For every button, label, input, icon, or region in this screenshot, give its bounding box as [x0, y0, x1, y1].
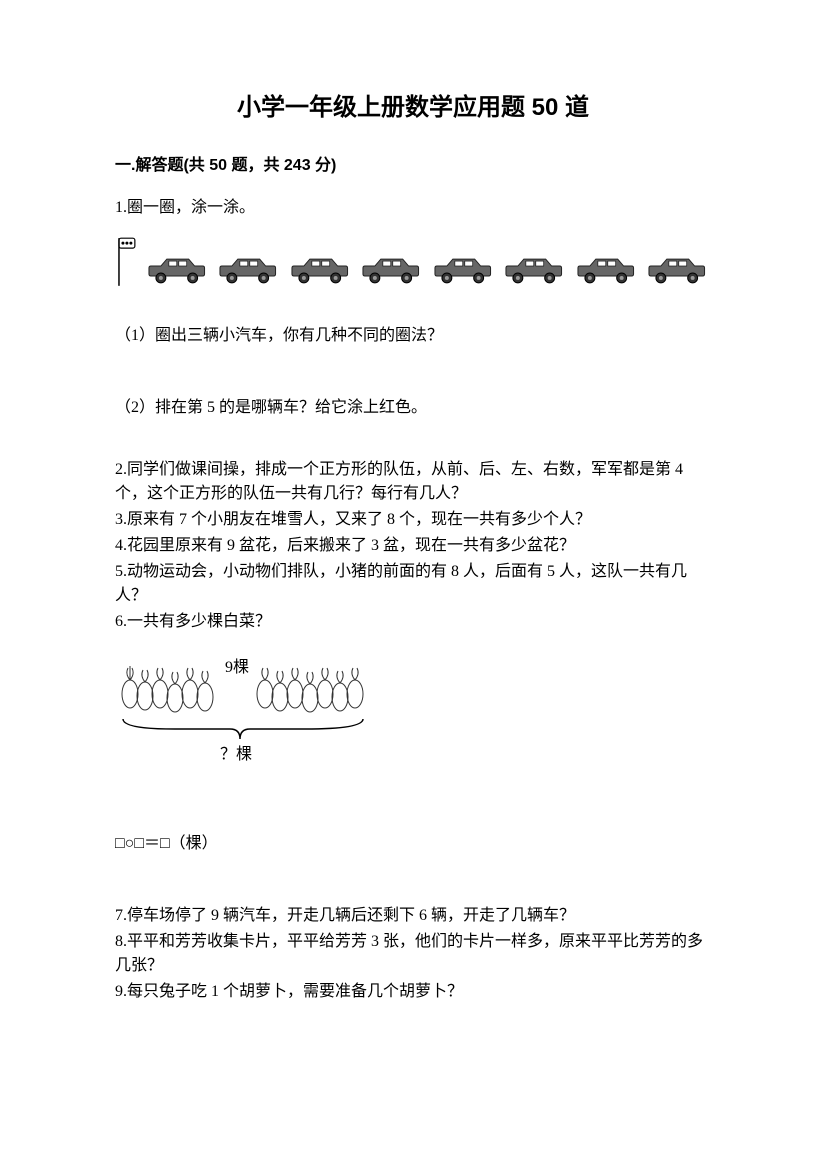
question-6: 6.一共有多少棵白菜？ [115, 610, 711, 634]
car-icon [286, 254, 354, 286]
car-icon [643, 254, 711, 286]
cars-illustration [115, 236, 711, 286]
cabbage-illustration: 9棵 ？棵 [115, 636, 711, 812]
question-1: 1.圈一圈，涂一涂。 [115, 196, 711, 420]
car-icon [214, 254, 282, 286]
question-9: 9.每只兔子吃 1 个胡萝卜，需要准备几个胡萝卜？ [115, 980, 711, 1004]
car-icon [500, 254, 568, 286]
page-title: 小学一年级上册数学应用题 50 道 [115, 90, 711, 126]
car-icon [357, 254, 425, 286]
question-8: 8.平平和芳芳收集卡片，平平给芳芳 3 张，他们的卡片一样多，原来平平比芳芳的多… [115, 930, 711, 978]
cabbage-diagram-icon: 9棵 ？棵 [115, 654, 375, 774]
q1-sub1: （1）圈出三辆小汽车，你有几种不同的圈法？ [115, 324, 711, 348]
car-icon [572, 254, 640, 286]
section-heading: 一.解答题(共 50 题，共 243 分) [115, 154, 711, 178]
question-5: 5.动物运动会，小动物们排队，小猪的前面的有 8 人，后面有 5 人，这队一共有… [115, 560, 711, 608]
question-3: 3.原来有 7 个小朋友在堆雪人，又来了 8 个，现在一共有多少个人？ [115, 508, 711, 532]
equation-blank: □○□＝□（棵） [115, 832, 711, 856]
question-2: 2.同学们做课间操，排成一个正方形的队伍，从前、后、左、右数，军军都是第 4 个… [115, 458, 711, 506]
car-icon [143, 254, 211, 286]
question-7: 7.停车场停了 9 辆汽车，开走几辆后还剩下 6 辆，开走了几辆车？ [115, 904, 711, 928]
q1-text: 1.圈一圈，涂一涂。 [115, 196, 711, 220]
question-4: 4.花园里原来有 9 盆花，后来搬来了 3 盆，现在一共有多少盆花？ [115, 534, 711, 558]
cabbage-bottom-label: ？棵 [220, 745, 252, 763]
car-icon [429, 254, 497, 286]
cabbage-top-label: 9棵 [225, 658, 249, 676]
q1-sub2: （2）排在第 5 的是哪辆车？给它涂上红色。 [115, 396, 711, 420]
traffic-light-flag-icon [115, 236, 137, 286]
